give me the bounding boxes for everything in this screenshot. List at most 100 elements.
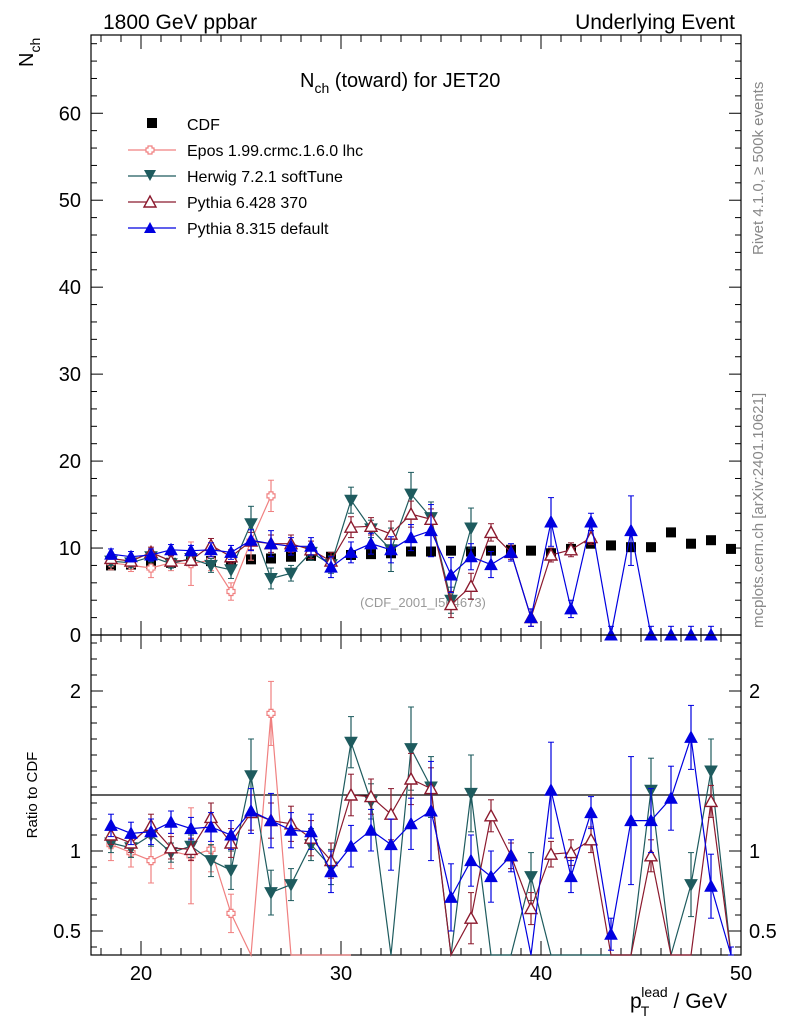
xtick-label: 20 [130,963,152,985]
ratio-point-pythia8 [344,839,358,852]
header-left: 1800 GeV ppbar [103,11,257,34]
ratio-point-pythia8 [384,837,398,851]
main-point-pythia6 [163,553,179,567]
main-series [103,471,736,641]
header-right: Underlying Event [575,11,735,34]
main-point-cdf [686,538,696,549]
main-ytick-label: 20 [59,451,81,473]
xlabel-rest: / GeV [668,990,728,1013]
ratio-point-pythia8 [444,890,458,903]
xlabel-p: p [630,990,642,1013]
main-point-pythia8 [444,567,458,581]
main-point-pythia8 [104,547,118,560]
ratio-point-pythia8 [544,783,558,796]
main-point-herwig [464,522,478,536]
main-point-cdf [266,553,276,564]
legend-marker-herwig [144,170,156,181]
main-point-pythia8 [364,536,378,550]
ratio-point-pythia6 [643,848,659,862]
ratio-point-pythia8 [364,823,378,836]
ratio-panel: 0.5 0.5 1 1 2 2 20 30 40 50 Ratio to CDF pTlead /… [24,634,777,1019]
ratio-point-pythia8 [184,821,198,835]
ratio-point-pythia8 [204,819,218,833]
main-point-pythia8 [224,545,238,558]
main-ylabel: Nch [16,38,43,67]
ratio-point-pythia8 [484,869,498,883]
ratio-point-herwig [264,887,278,900]
ratio-ytick-label: 1 [70,841,81,863]
main-ytick-label: 40 [59,277,81,299]
main-point-pythia8 [204,542,218,556]
main-point-pythia6 [363,518,379,533]
legend-marker-pythia6 [142,194,158,208]
ratio-point-pythia8 [164,815,178,828]
main-ytick-label: 30 [59,364,81,386]
xlabel-sub: T [641,1003,650,1019]
ratio-series-pythia6 [103,752,732,957]
main-point-pythia8 [464,549,478,563]
main-panel: 0 10 20 30 40 50 60 (CDF_2001_I564673) Nch (to… [16,34,742,647]
main-point-pythia8 [184,543,198,557]
main-point-herwig [224,564,238,577]
ratio-point-pythia8 [604,927,618,940]
ratio-point-pythia8 [424,803,438,817]
ratio-point-herwig [524,871,538,884]
title-sub: ch [314,80,329,96]
main-point-cdf [666,527,676,538]
main-axes: 0 10 20 30 40 50 60 [59,35,742,647]
ratio-point-herwig [244,770,258,783]
legend-item-herwig: Herwig 7.2.1 softTune [128,169,343,186]
ratio-point-pythia6 [363,789,379,803]
ratio-ytick-label-right: 0.5 [749,921,777,943]
main-point-pythia6 [483,524,499,539]
ylabel-n: N [16,53,38,67]
ratio-point-pythia6 [523,901,539,915]
ratio-point-pythia6 [183,841,199,856]
main-point-epos [266,491,276,501]
legend-item-pythia6: Pythia 6.428 370 [128,194,307,212]
legend-label-cdf: CDF [187,117,220,134]
ratio-ytick-label: 0.5 [53,921,81,943]
ratio-series-herwig [104,706,732,956]
main-point-pythia8 [504,545,518,558]
main-point-cdf [606,540,616,551]
mcplots-annotation: mcplots.cern.ch [arXiv:2401.10621] [750,393,767,628]
ratio-point-pythia6 [163,840,179,854]
ratio-point-herwig [404,743,418,756]
main-point-herwig [244,518,258,531]
xlabel: pTlead / GeV [630,984,727,1019]
ratio-point-pythia6 [563,845,579,859]
main-ytick-label: 60 [59,103,81,125]
ratio-point-epos [226,908,236,918]
xtick-label: 30 [330,963,352,985]
ratio-point-pythia8 [684,730,698,743]
legend-label-pythia8: Pythia 8.315 default [187,221,329,238]
main-point-pythia6 [463,578,479,593]
ratio-point-pythia8 [304,824,318,838]
ratio-point-herwig [224,864,238,878]
main-point-herwig [204,559,218,573]
ratio-point-pythia6 [463,910,479,924]
ratio-point-pythia6 [483,808,499,822]
main-point-epos [226,586,236,597]
ratio-ylabel: Ratio to CDF [24,752,41,839]
main-point-cdf [646,542,656,553]
ratio-point-pythia8 [404,816,418,830]
legend-label-epos: Epos 1.99.crmc.1.6.0 lhc [187,143,363,160]
xtick-label: 40 [530,963,552,985]
main-point-cdf [526,545,536,556]
main-point-pythia8 [324,560,338,573]
ratio-point-pythia8 [624,813,638,827]
main-ytick-label: 10 [59,538,81,560]
legend-label-herwig: Herwig 7.2.1 softTune [187,169,343,186]
main-point-pythia6 [543,547,559,561]
legend-label-pythia6: Pythia 6.428 370 [187,195,307,212]
main-point-cdf [406,546,416,557]
ratio-point-pythia8 [664,791,678,804]
ratio-point-pythia8 [324,864,338,878]
main-point-pythia8 [384,542,398,556]
main-point-pythia8 [624,523,638,537]
legend-item-cdf: CDF [147,117,220,134]
ratio-series [103,680,734,958]
analysis-watermark: (CDF_2001_I564673) [360,595,486,610]
